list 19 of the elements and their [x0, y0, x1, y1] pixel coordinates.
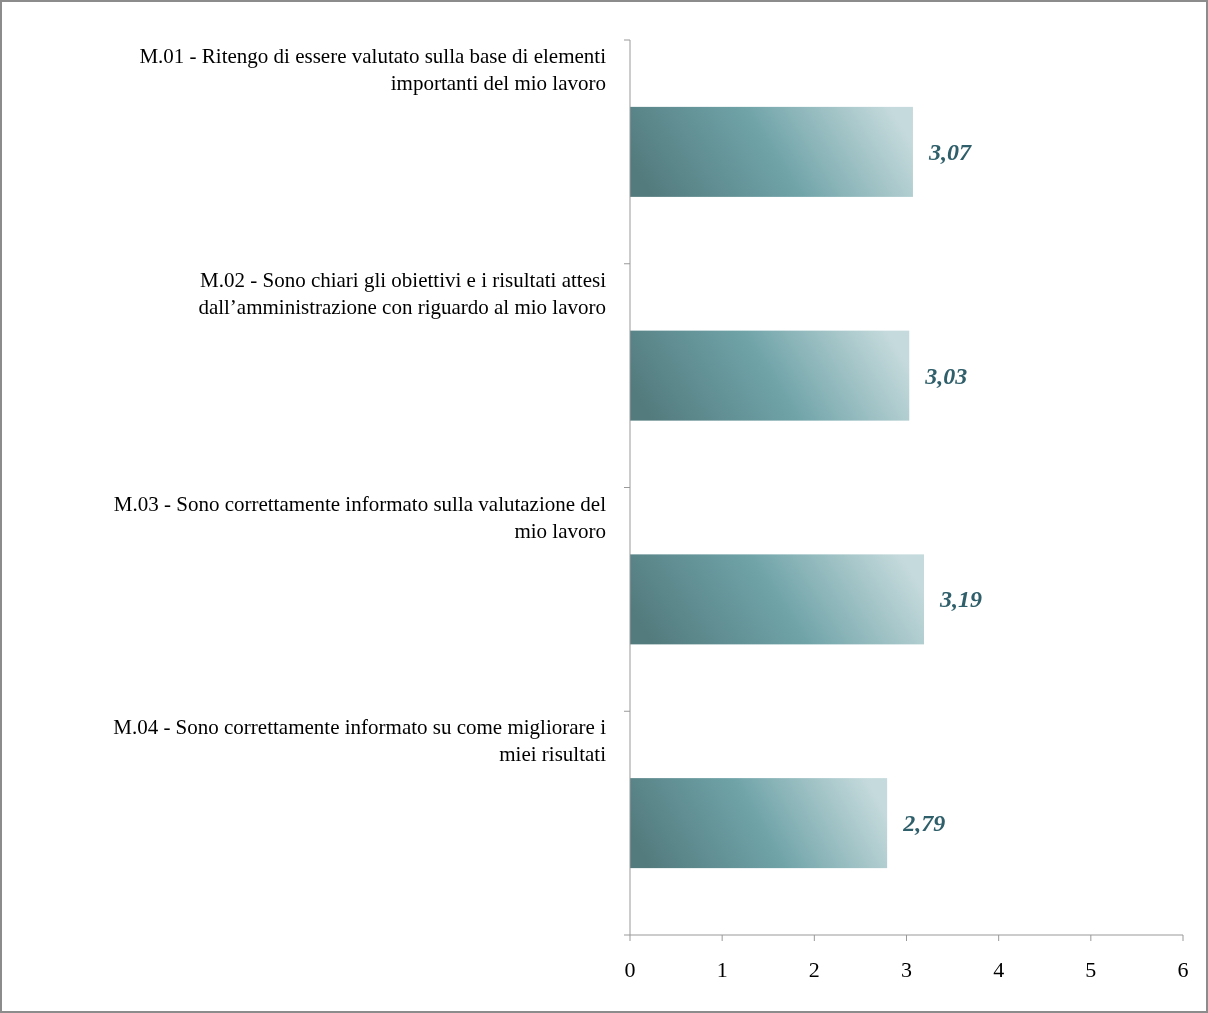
data-label: 3,19 [939, 586, 983, 613]
data-label: 2,79 [902, 810, 946, 837]
x-tick-label: 2 [808, 957, 820, 982]
x-tick-label: 1 [716, 957, 728, 982]
x-tick-label: 5 [1085, 957, 1097, 982]
x-tick-label: 3 [901, 957, 912, 982]
y-tick-label: M.01 - Ritengo di essere valutato sulla base di elementi importanti del mio lavoro [139, 44, 607, 95]
y-tick-label: M.04 - Sono correttamente informato su come migliorare i miei risultati [113, 715, 607, 767]
data-label: 3,03 [924, 362, 968, 389]
x-tick-label: 6 [1177, 957, 1189, 982]
bar [630, 778, 888, 869]
data-label: 3,07 [927, 138, 972, 165]
x-tick-label: 4 [993, 957, 1005, 982]
x-tick-label: 0 [624, 957, 636, 982]
y-tick-label: M.02 - Sono chiari gli obiettivi e i risultati attesi dall’amministrazione con riguardo al mio lavoro [198, 267, 607, 319]
bar [630, 554, 925, 645]
bar [630, 106, 913, 197]
y-tick-label: M.03 - Sono correttamente informato sulla valutazione del mio lavoro [113, 491, 607, 543]
bar [630, 330, 910, 421]
